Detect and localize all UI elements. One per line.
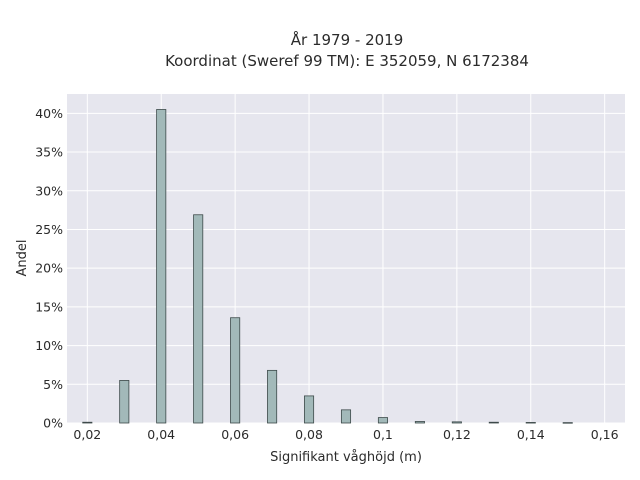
histogram-bar [156,109,167,424]
plot-area [67,94,625,423]
y-tick-label: 20% [35,261,63,276]
y-tick-label: 30% [35,183,63,198]
y-axis-label: Andel [15,240,30,277]
histogram-bar [230,317,241,424]
y-tick-label: 25% [35,222,63,237]
chart-title-line-2: Koordinat (Sweref 99 TM): E 352059, N 61… [165,52,529,70]
histogram-bar [488,421,499,424]
x-tick-label: 0,1 [373,427,393,442]
histogram-bar [525,422,536,424]
y-tick-label: 10% [35,338,63,353]
y-tick-label: 5% [43,377,63,392]
histogram-bar [414,421,425,424]
bars [82,109,573,424]
y-tick-label: 15% [35,299,63,314]
x-tick-label: 0,04 [147,427,175,442]
x-tick-label: 0,02 [73,427,101,442]
chart-title-line-1: År 1979 - 2019 [291,30,404,49]
histogram-bar [267,369,278,424]
x-tick-label: 0,16 [591,427,619,442]
x-tick-label: 0,12 [443,427,471,442]
histogram-bar [119,380,130,424]
histogram-bar [304,395,315,424]
x-tick-label: 0,08 [295,427,323,442]
histogram-bar [82,421,93,424]
histogram-bar [340,409,352,424]
x-tick-label: 0,14 [517,427,545,442]
x-axis-label: Signifikant våghöjd (m) [270,450,422,465]
y-tick-label: 0% [43,416,63,431]
x-tick-labels: 0,02 0,04 0,06 0,08 0,1 0,12 0,14 0,16 [73,427,618,442]
y-tick-label: 35% [35,145,63,160]
x-tick-label: 0,06 [221,427,249,442]
y-tick-labels: 0% 5% 10% 15% 20% 25% 30% 35% 40% [35,106,63,431]
histogram-bar [451,421,462,424]
histogram-bar [377,417,388,424]
histogram-bar [562,422,573,424]
y-tick-label: 40% [35,106,63,121]
histogram-bar [193,214,204,424]
